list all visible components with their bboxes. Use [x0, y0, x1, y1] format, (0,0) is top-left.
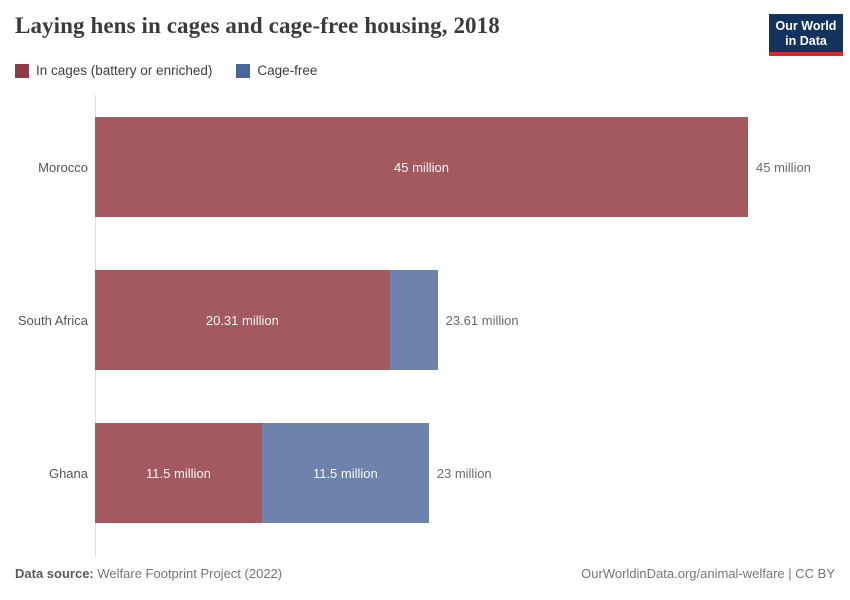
- legend-item-cagefree[interactable]: Cage-free: [236, 63, 317, 78]
- owid-logo[interactable]: Our World in Data: [769, 14, 843, 56]
- bar-segment-cages[interactable]: 11.5 million: [95, 423, 262, 523]
- total-label: 23.61 million: [445, 312, 519, 328]
- country-label[interactable]: Ghana: [48, 465, 88, 481]
- bar-stack: 45 million: [95, 117, 748, 217]
- footer: Data source: Welfare Footprint Project (…: [15, 566, 835, 581]
- country-label[interactable]: South Africa: [17, 312, 88, 328]
- bar-row-south-africa: South Africa 20.31 million 23.61 million: [0, 270, 850, 370]
- total-label: 45 million: [756, 159, 811, 175]
- bar-segment-value: 11.5 million: [146, 465, 211, 481]
- owid-logo-text-line2: in Data: [785, 33, 827, 48]
- bar-segment-cagefree[interactable]: 11.5 million: [261, 423, 429, 523]
- legend-label-cagefree: Cage-free: [257, 63, 318, 78]
- credit-link[interactable]: OurWorldinData.org/animal-welfare | CC B…: [581, 566, 835, 581]
- bar-row-ghana: Ghana 11.5 million 11.5 million 23 milli…: [0, 423, 850, 523]
- bar-segment-value: 45 million: [394, 159, 449, 175]
- legend-label-cages: In cages (battery or enriched): [36, 63, 213, 78]
- data-source: Data source: Welfare Footprint Project (…: [15, 566, 282, 581]
- data-source-value: Welfare Footprint Project (2022): [97, 566, 283, 581]
- bar-stack: 20.31 million: [95, 270, 438, 370]
- bar-row-morocco: Morocco 45 million 45 million: [0, 117, 850, 217]
- total-label: 23 million: [436, 465, 492, 481]
- bar-segment-value: 11.5 million: [312, 465, 378, 481]
- legend-item-cages[interactable]: In cages (battery or enriched): [15, 63, 212, 78]
- owid-logo-text-line1: Our World: [775, 19, 837, 33]
- data-source-label: Data source:: [15, 566, 94, 581]
- legend: In cages (battery or enriched) Cage-free: [15, 63, 317, 78]
- bar-segment-cages[interactable]: 20.31 million: [95, 270, 390, 370]
- bar-segment-value: 20.31 million: [205, 312, 279, 328]
- bar-segment-cagefree[interactable]: [389, 270, 438, 370]
- bar-segment-cages[interactable]: 45 million: [95, 117, 748, 217]
- legend-swatch-cagefree-icon: [236, 63, 251, 78]
- chart-title: Laying hens in cages and cage-free housi…: [15, 13, 500, 38]
- legend-swatch-cages-icon: [15, 63, 29, 78]
- country-label[interactable]: Morocco: [38, 159, 88, 175]
- bar-stack: 11.5 million 11.5 million: [95, 423, 429, 523]
